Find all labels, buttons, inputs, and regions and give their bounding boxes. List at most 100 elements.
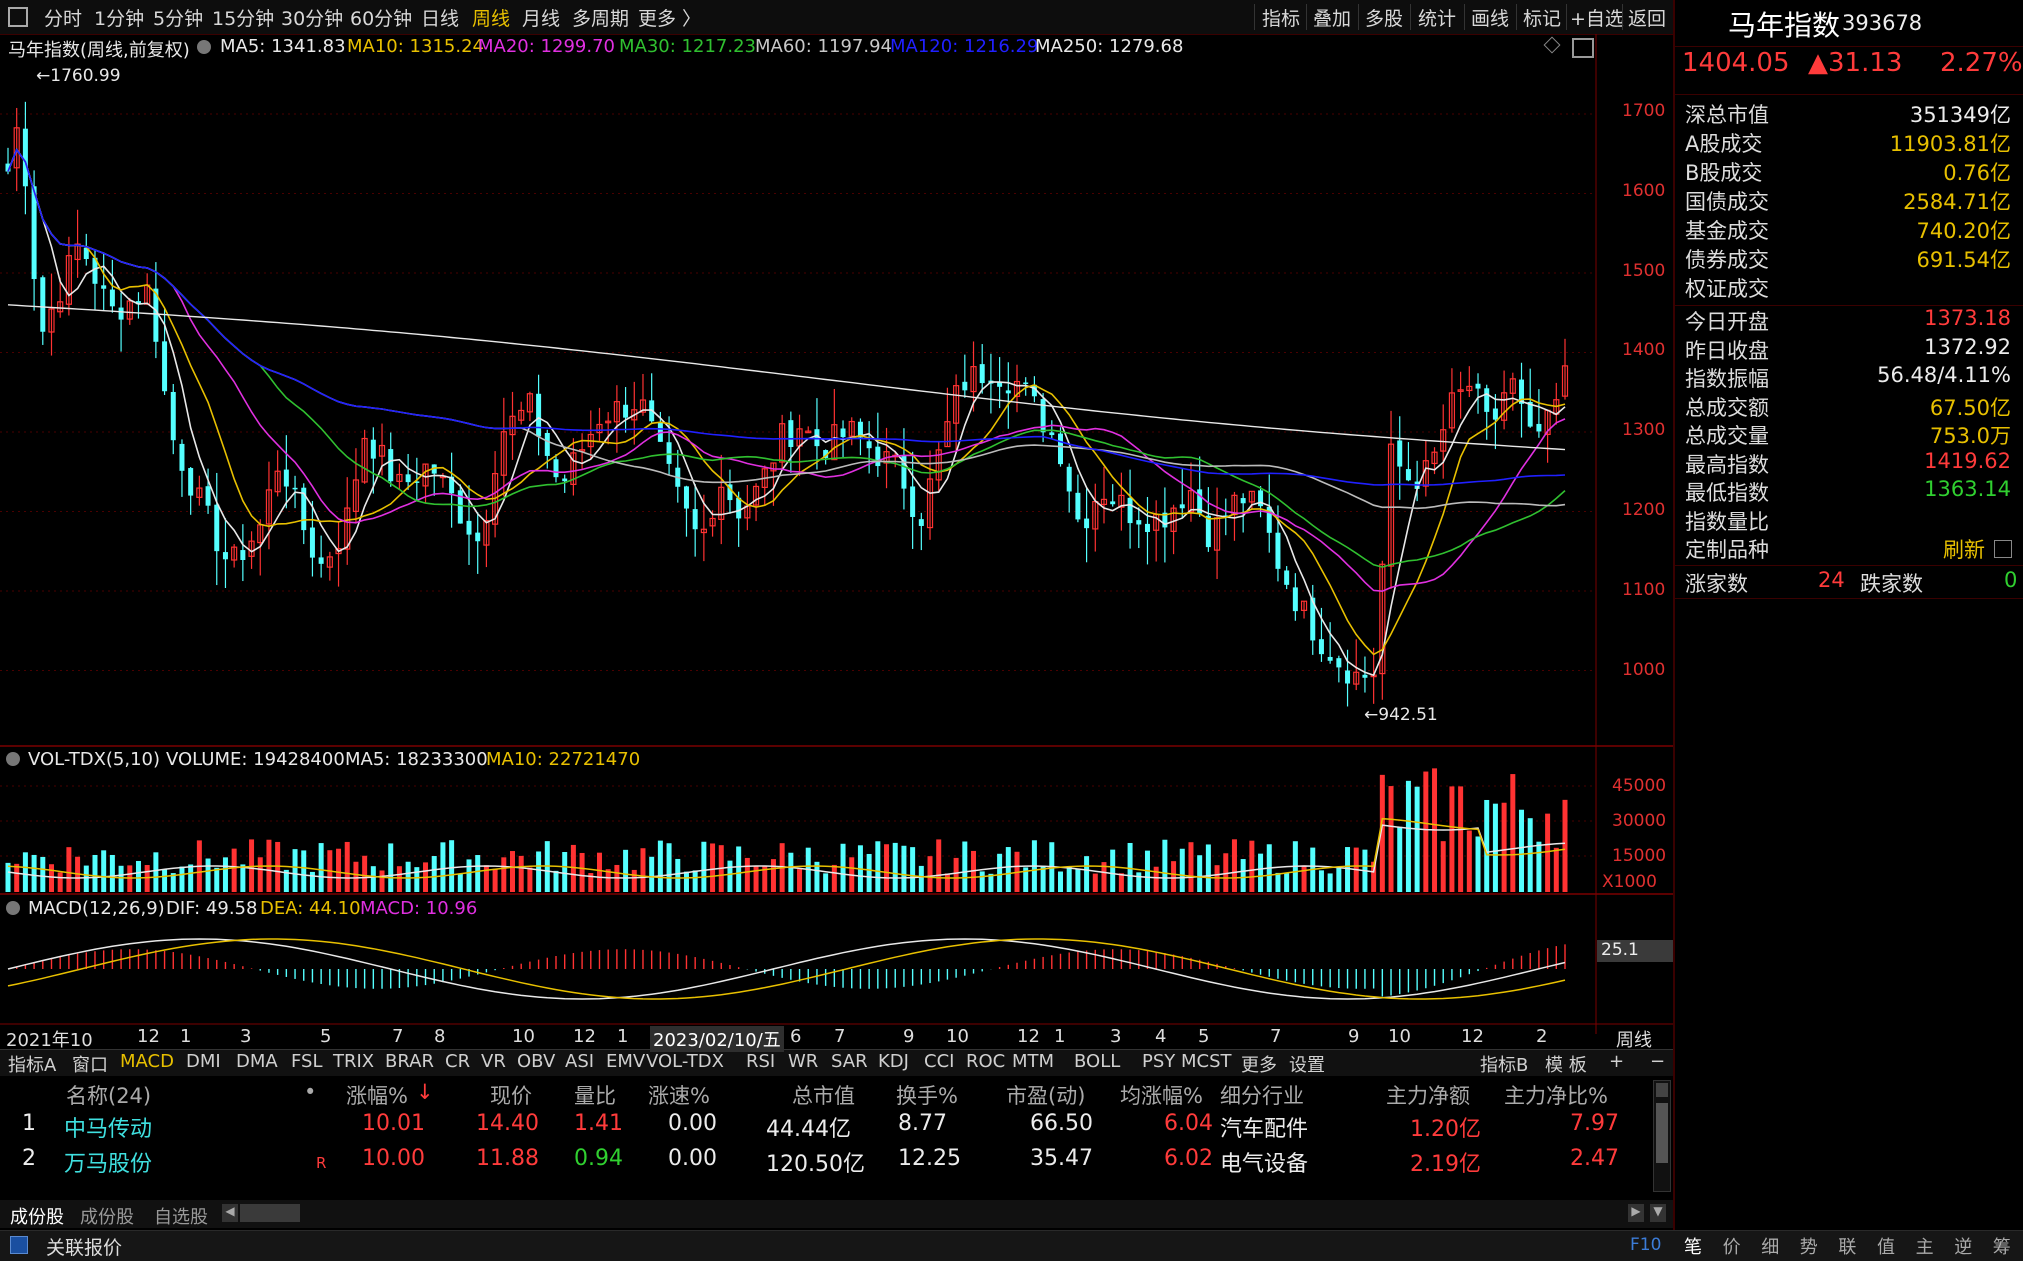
period-tab-weekly[interactable]: 周线: [472, 8, 511, 30]
quote-panel-tab[interactable]: 笔: [1684, 1237, 1702, 1258]
period-tab-fenshi[interactable]: 分时: [44, 8, 83, 30]
indicator-tab[interactable]: VOL-TDX: [646, 1051, 724, 1072]
collapse-chevron-icon[interactable]: [197, 40, 211, 54]
tool-multi-stock[interactable]: 多股: [1365, 8, 1404, 30]
tool-draw-line[interactable]: 画线: [1471, 8, 1510, 30]
table-header[interactable]: •: [304, 1080, 317, 1104]
indicator-tab[interactable]: RSI: [746, 1051, 776, 1072]
table-header[interactable]: 换手%: [896, 1084, 958, 1108]
candle-body-up: [196, 487, 203, 498]
indicator-tab[interactable]: 更多: [1241, 1055, 1277, 1076]
indicator-right-tab[interactable]: −: [1650, 1051, 1666, 1072]
indicator-tab[interactable]: DMA: [236, 1051, 278, 1072]
table-header[interactable]: 总市值: [792, 1084, 855, 1108]
indicator-tab[interactable]: MACD: [120, 1051, 174, 1072]
indicator-tabbar: [0, 1049, 1673, 1077]
quote-panel-tab[interactable]: 主: [1915, 1237, 1934, 1258]
horizontal-scrollbar[interactable]: [240, 1204, 300, 1222]
quote-panel-tab[interactable]: 筹: [1992, 1237, 2011, 1258]
indicator-right-tab[interactable]: 指标B: [1480, 1055, 1529, 1076]
volume-bar: [936, 839, 942, 892]
indicator-tab[interactable]: PSY: [1142, 1051, 1176, 1072]
indicator-tab[interactable]: FSL: [291, 1051, 323, 1072]
table-scrollbar[interactable]: [1653, 1080, 1671, 1192]
period-tab-15min[interactable]: 15分钟: [212, 8, 275, 30]
quote-panel-tab[interactable]: 价: [1722, 1237, 1741, 1258]
table-header[interactable]: 细分行业: [1220, 1084, 1304, 1108]
bottom-tab-constituents-2[interactable]: 成份股: [80, 1207, 134, 1228]
table-header[interactable]: 量比: [574, 1084, 616, 1108]
period-tab-monthly[interactable]: 月线: [522, 8, 561, 30]
indicator-tab[interactable]: EMV: [606, 1051, 646, 1072]
panel-toggle-icon[interactable]: [1572, 38, 1594, 58]
tool-back[interactable]: 返回: [1628, 8, 1667, 30]
indicator-tab[interactable]: TRIX: [333, 1051, 375, 1072]
period-tab-daily[interactable]: 日线: [421, 8, 460, 30]
period-tab-60min[interactable]: 60分钟: [350, 8, 413, 30]
scroll-right-icon[interactable]: ▶: [1628, 1204, 1644, 1222]
vol-collapse-icon[interactable]: [6, 752, 20, 766]
table-header[interactable]: 均涨幅%: [1120, 1084, 1203, 1108]
indicator-tab[interactable]: DMI: [186, 1051, 221, 1072]
indicator-tab[interactable]: 窗口: [72, 1055, 108, 1076]
linked-quote-label[interactable]: 关联报价: [46, 1237, 123, 1259]
indicator-tab[interactable]: BOLL: [1074, 1051, 1121, 1072]
period-tab-5min[interactable]: 5分钟: [153, 8, 204, 30]
macd-collapse-icon[interactable]: [6, 901, 20, 915]
grid-icon[interactable]: [1994, 540, 2012, 558]
indicator-tab[interactable]: BRAR: [385, 1051, 434, 1072]
quote-panel-tab[interactable]: 势: [1799, 1237, 1818, 1258]
indicator-tab[interactable]: KDJ: [878, 1051, 909, 1072]
table-header[interactable]: 涨速%: [648, 1084, 710, 1108]
candle-body-down: [683, 486, 689, 509]
window-icon[interactable]: [10, 1236, 28, 1254]
indicator-tab[interactable]: WR: [788, 1051, 819, 1072]
period-tab-multi[interactable]: 多周期: [572, 8, 630, 30]
indicator-tab[interactable]: VR: [481, 1051, 506, 1072]
price-axis-label: 1300: [1622, 420, 1666, 440]
quote-panel-tab[interactable]: 联: [1838, 1237, 1857, 1258]
indicator-tab[interactable]: CR: [445, 1051, 471, 1072]
candle-body-up: [265, 489, 273, 525]
indicator-tab[interactable]: CCI: [924, 1051, 955, 1072]
candle-body-up: [13, 127, 20, 169]
stat-value[interactable]: 刷新: [1943, 538, 1985, 562]
indicator-tab[interactable]: MCST: [1181, 1051, 1232, 1072]
tool-overlay[interactable]: 叠加: [1313, 8, 1352, 30]
table-header[interactable]: 涨幅%: [346, 1084, 408, 1108]
indicator-tab[interactable]: ROC: [966, 1051, 1006, 1072]
scroll-left-icon[interactable]: ◀: [222, 1204, 238, 1222]
period-tab-1min[interactable]: 1分钟: [94, 8, 145, 30]
period-tab-more[interactable]: 更多 〉: [638, 8, 702, 30]
table-header[interactable]: 名称(24): [66, 1084, 152, 1108]
tool-indicator[interactable]: 指标: [1262, 8, 1301, 30]
indicator-tab[interactable]: 指标A: [8, 1055, 57, 1076]
window-toggle-icon[interactable]: [8, 7, 28, 27]
kline-chart-canvas[interactable]: [0, 34, 1673, 1056]
indicator-tab[interactable]: MTM: [1012, 1051, 1055, 1072]
indicator-right-tab[interactable]: +: [1609, 1051, 1625, 1072]
bottom-tab-watchlist[interactable]: 自选股: [154, 1207, 208, 1228]
quote-panel-tab[interactable]: 细: [1761, 1237, 1780, 1258]
period-tab-30min[interactable]: 30分钟: [281, 8, 344, 30]
indicator-right-tab[interactable]: 模 板: [1545, 1055, 1587, 1076]
quote-panel-tab[interactable]: 值: [1877, 1237, 1895, 1258]
x-axis-label: 5: [1198, 1026, 1210, 1047]
quote-panel-tab[interactable]: 逆: [1954, 1237, 1973, 1258]
table-header[interactable]: 主力净额: [1386, 1084, 1470, 1108]
indicator-tab[interactable]: 设置: [1289, 1055, 1325, 1076]
indicator-tab[interactable]: ASI: [565, 1051, 595, 1072]
f10-link[interactable]: F10: [1630, 1235, 1662, 1255]
indicator-tab[interactable]: OBV: [517, 1051, 556, 1072]
table-header[interactable]: 主力净比%: [1504, 1084, 1608, 1108]
x-axis-label: 2: [1536, 1026, 1548, 1047]
sort-arrow-icon[interactable]: ↓: [416, 1080, 434, 1104]
scroll-down-icon[interactable]: ▼: [1650, 1204, 1666, 1222]
tool-add-watchlist[interactable]: +自选: [1570, 8, 1624, 30]
bottom-tab-constituents[interactable]: 成份股: [10, 1207, 64, 1228]
tool-mark[interactable]: 标记: [1523, 8, 1562, 30]
table-header[interactable]: 市盈(动): [1006, 1084, 1086, 1108]
tool-statistics[interactable]: 统计: [1418, 8, 1457, 30]
table-header[interactable]: 现价: [490, 1084, 532, 1108]
indicator-tab[interactable]: SAR: [831, 1051, 868, 1072]
